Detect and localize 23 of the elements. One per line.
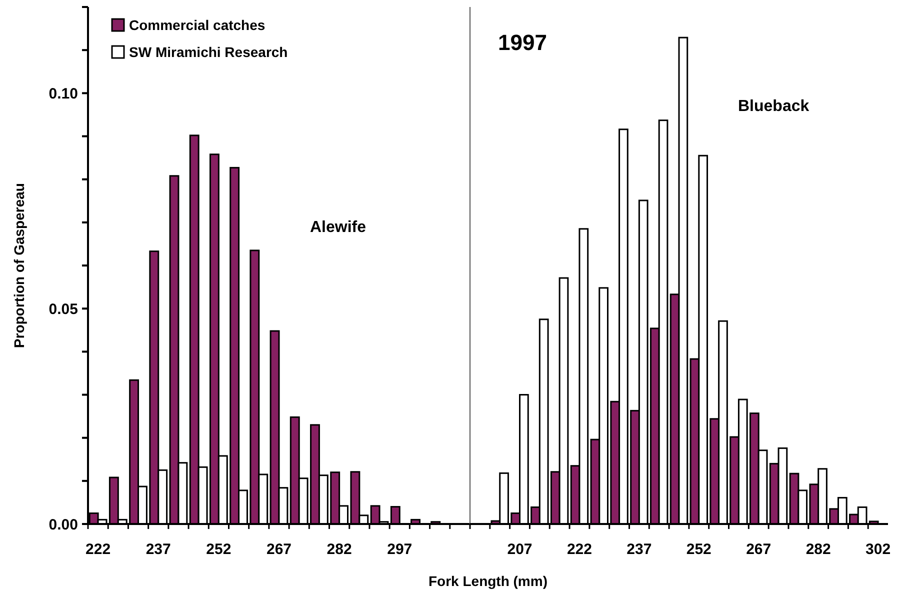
x-tick-label: 252 [206,541,232,558]
y-tick-label: 0.10 [48,85,78,102]
y-tick-label: 0.00 [48,516,78,534]
y-tick-label: 0.05 [48,300,78,318]
annotation: Blueback [738,98,810,115]
x-tick-label: 237 [626,541,652,558]
x-tick-label: 297 [387,541,412,558]
y-axis-title: Proportion of Gaspereau [11,183,27,348]
legend-label: SW Miramichi Research [129,44,288,60]
x-tick-label: 282 [326,541,352,558]
legend-label: Commercial catches [129,16,266,33]
x-tick-label: 267 [746,541,772,558]
x-tick-label: 282 [806,541,831,558]
x-tick-label: 302 [866,541,891,558]
annotation: Alewife [310,219,366,236]
x-tick-label: 222 [566,541,592,558]
text: 1997 [498,30,547,55]
x-axis-title: Fork Length (mm) [428,573,548,589]
x-tick-label: 207 [507,541,532,558]
x-tick-label: 222 [86,541,111,558]
x-tick-label: 252 [686,541,712,558]
x-tick-label: 237 [146,541,171,558]
x-tick-label: 267 [266,541,292,558]
